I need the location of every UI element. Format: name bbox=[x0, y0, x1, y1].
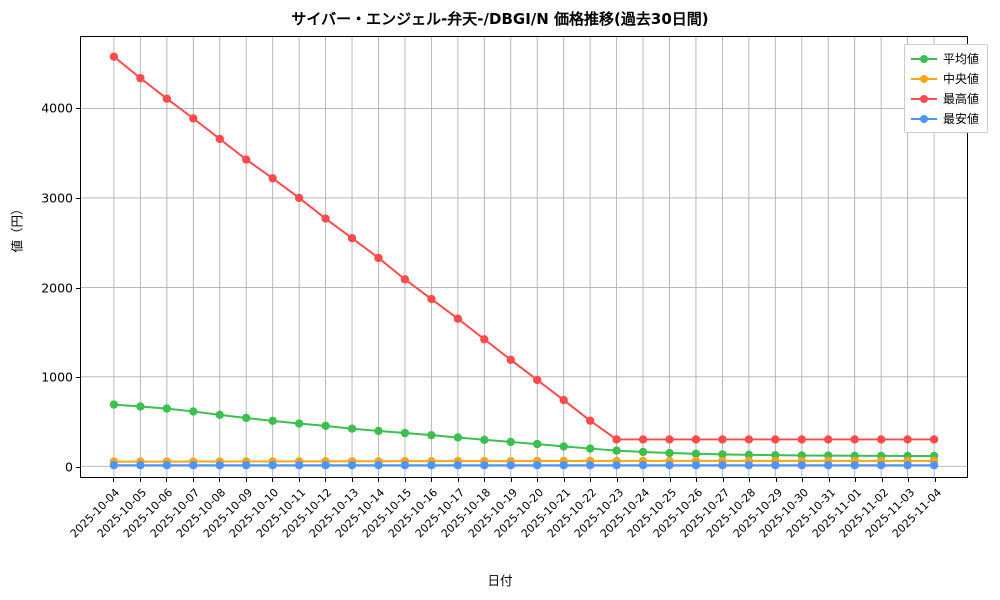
series-平均値 bbox=[109, 400, 939, 461]
x-axis-label: 日付 bbox=[487, 573, 513, 588]
x-tick-mark bbox=[563, 478, 565, 482]
plot-area bbox=[80, 36, 968, 478]
x-tick-mark bbox=[325, 478, 327, 482]
y-tick-mark bbox=[76, 287, 80, 289]
x-tick-mark bbox=[404, 478, 406, 482]
y-tick-label: 0 bbox=[65, 459, 73, 475]
legend-item-最高値[interactable]: 最高値 bbox=[910, 90, 979, 107]
x-tick-mark bbox=[113, 478, 114, 482]
x-tick-mark bbox=[245, 478, 247, 482]
x-tick-mark bbox=[775, 478, 777, 482]
x-tick-mark bbox=[855, 478, 857, 482]
series-最安値 bbox=[109, 461, 939, 470]
x-tick-mark bbox=[219, 478, 221, 482]
x-tick-mark bbox=[272, 478, 274, 482]
x-tick-mark bbox=[378, 478, 380, 482]
x-tick-mark bbox=[935, 478, 936, 482]
x-tick-mark bbox=[537, 478, 539, 482]
x-tick-mark bbox=[590, 478, 592, 482]
x-tick-mark bbox=[139, 478, 141, 482]
legend-marker-icon bbox=[910, 113, 937, 125]
x-tick-mark bbox=[722, 478, 724, 482]
x-tick-mark bbox=[298, 478, 300, 482]
x-tick-mark bbox=[616, 478, 618, 482]
y-tick-mark bbox=[76, 377, 80, 379]
y-tick-label: 1000 bbox=[41, 369, 73, 385]
legend-marker-icon bbox=[910, 73, 937, 85]
series-最高値 bbox=[109, 52, 939, 444]
chart-title: サイバー・エンジェル-弁天-/DBGI/N 価格推移(過去30日間) bbox=[291, 10, 709, 28]
y-tick-label: 2000 bbox=[41, 280, 73, 296]
y-axis-label: 値（円） bbox=[9, 202, 25, 253]
x-tick-mark bbox=[351, 478, 353, 482]
legend-label: 最安値 bbox=[942, 112, 979, 126]
y-tick-mark bbox=[76, 107, 80, 109]
y-tick-label: 3000 bbox=[41, 190, 73, 206]
x-tick-mark bbox=[881, 478, 883, 482]
x-tick-mark bbox=[802, 478, 804, 482]
x-tick-mark bbox=[669, 478, 671, 482]
legend-marker-icon bbox=[910, 53, 937, 65]
legend-item-平均値[interactable]: 平均値 bbox=[910, 50, 979, 67]
x-tick-mark bbox=[166, 478, 168, 482]
x-tick-mark bbox=[192, 478, 194, 482]
series-layer bbox=[109, 52, 939, 470]
legend-label: 平均値 bbox=[942, 52, 979, 66]
legend-item-最安値[interactable]: 最安値 bbox=[910, 110, 979, 127]
x-tick-mark bbox=[510, 478, 512, 482]
legend-label: 最高値 bbox=[942, 92, 979, 106]
legend-marker-icon bbox=[910, 93, 937, 105]
legend-item-中央値[interactable]: 中央値 bbox=[910, 70, 979, 87]
x-tick-mark bbox=[484, 478, 486, 482]
x-tick-mark bbox=[431, 478, 433, 482]
x-tick-mark bbox=[828, 478, 830, 482]
x-tick-mark bbox=[457, 478, 459, 482]
x-tick-mark bbox=[696, 478, 698, 482]
x-tick-mark bbox=[749, 478, 751, 482]
y-tick-mark bbox=[76, 467, 80, 469]
y-tick-mark bbox=[76, 197, 80, 199]
chart-legend[interactable]: 平均値中央値最高値最安値 bbox=[903, 44, 988, 133]
grid-layer bbox=[81, 37, 967, 477]
x-tick-mark bbox=[908, 478, 910, 482]
y-tick-label: 4000 bbox=[41, 100, 73, 116]
legend-label: 中央値 bbox=[942, 72, 979, 86]
x-tick-mark bbox=[643, 478, 645, 482]
